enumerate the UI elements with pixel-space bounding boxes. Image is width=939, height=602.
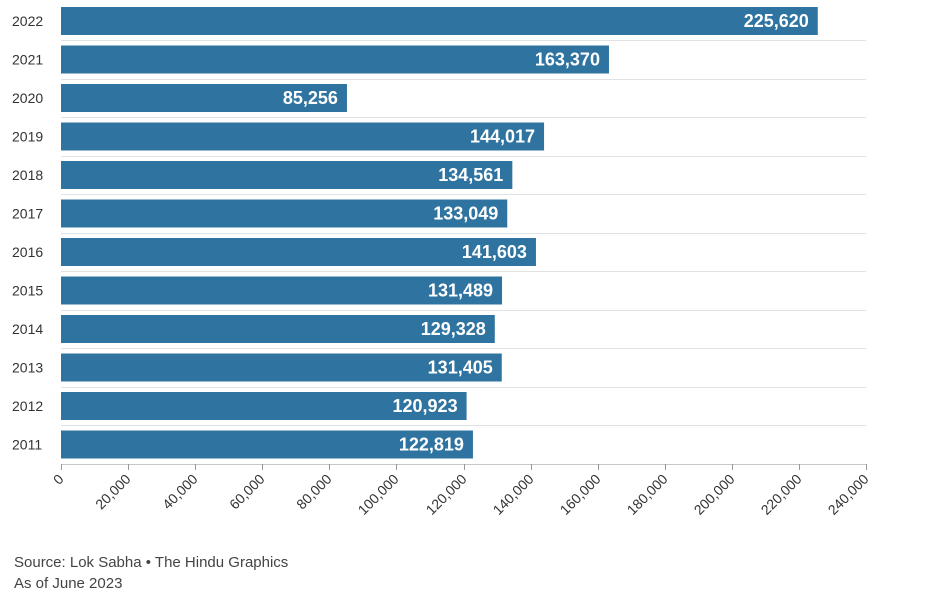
value-label: 134,561 [438,165,503,185]
x-tick-label: 100,000 [355,471,402,518]
bar-chart: 2022 225,620 2021 163,370 2020 85,256 2019 144,… [12,7,872,518]
date-note: As of June 2023 [14,575,123,592]
bar-2017 [61,199,508,228]
value-label: 144,017 [470,127,535,147]
x-tick-label: 220,000 [758,471,805,518]
bar-2016 [61,238,536,266]
category-label: 2019 [12,129,43,145]
value-label: 131,405 [428,358,493,378]
bar-2019 [61,122,545,151]
bar-2021 [61,45,609,74]
x-tick-label: 120,000 [423,471,470,518]
category-label: 2018 [12,167,43,183]
bar-2015 [61,276,503,305]
x-axis: 0 20,000 40,000 60,000 80,000 100,000 120,000 1… [50,464,872,518]
bar-2011 [61,430,473,459]
category-label: 2014 [12,321,43,337]
x-tick-label: 180,000 [624,471,671,518]
category-label: 2020 [12,90,43,106]
x-tick-label: 20,000 [92,471,134,513]
bar-2013 [61,353,502,382]
x-tick-label: 240,000 [825,471,872,518]
bar-2012 [61,392,467,420]
category-label: 2012 [12,398,43,414]
source-credit: Source: Lok Sabha • The Hindu Graphics [14,554,289,571]
value-label: 131,489 [428,281,493,301]
bars: 2022 225,620 2021 163,370 2020 85,256 2019 144,… [12,7,818,459]
x-tick-label: 140,000 [490,471,537,518]
bar-2014 [61,315,495,343]
category-label: 2016 [12,244,43,260]
value-label: 85,256 [283,88,338,108]
value-label: 133,049 [433,204,498,224]
value-label: 141,603 [462,242,527,262]
bar-2020 [61,84,347,112]
x-tick-label: 80,000 [293,471,335,513]
category-label: 2015 [12,283,43,299]
category-label: 2013 [12,360,43,376]
bar-2022 [61,7,818,35]
x-tick-label: 160,000 [557,471,604,518]
value-label: 225,620 [744,11,809,31]
x-tick-label: 60,000 [226,471,268,513]
category-label: 2011 [12,437,42,453]
category-label: 2017 [12,206,43,222]
value-label: 129,328 [421,319,486,339]
category-label: 2021 [12,52,43,68]
x-tick-label: 0 [50,471,67,488]
value-label: 122,819 [399,435,464,455]
bar-2018 [61,161,513,189]
category-label: 2022 [12,13,43,29]
x-tick-label: 200,000 [691,471,738,518]
chart-footer: Source: Lok Sabha • The Hindu Graphics A… [14,552,288,594]
x-tick-label: 40,000 [159,471,201,513]
value-label: 163,370 [535,50,600,70]
value-label: 120,923 [393,396,458,416]
